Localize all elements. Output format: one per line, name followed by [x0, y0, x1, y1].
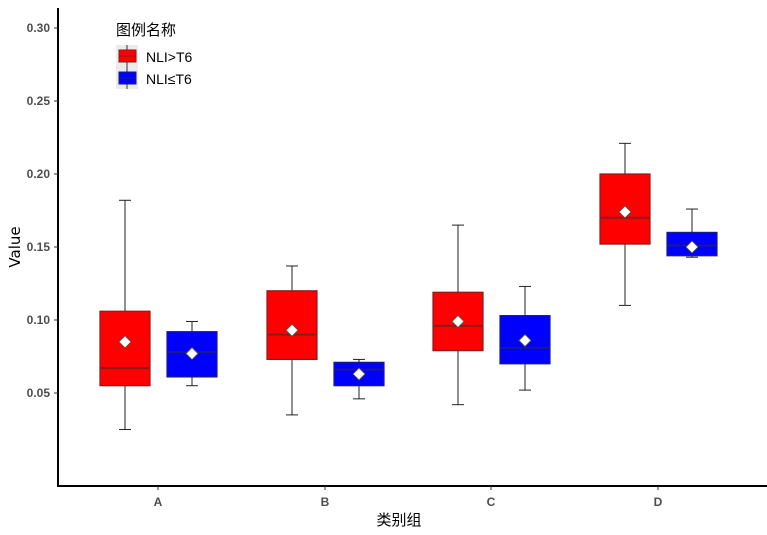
- mean-diamond: [185, 347, 199, 361]
- y-tick-label: 0.30: [27, 21, 51, 35]
- mean-diamond: [451, 314, 465, 329]
- x-axis-ticks: A B C D: [154, 486, 663, 509]
- legend: 图例名称 NLI>T6 NLI≤T6: [116, 21, 193, 89]
- x-tick-label: B: [321, 495, 330, 509]
- box-A-red: [99, 199, 151, 430]
- y-tick-label: 0.25: [27, 94, 51, 108]
- mean-diamond: [118, 335, 132, 349]
- x-axis-title: 类别组: [376, 511, 421, 529]
- x-tick-label: C: [487, 495, 496, 509]
- plot-area: [99, 142, 718, 430]
- box-iqr: [432, 291, 484, 352]
- x-tick-label: D: [654, 495, 663, 509]
- y-axis-title: Value: [6, 226, 24, 267]
- box-D-red: [599, 142, 651, 306]
- mean-diamond: [285, 323, 299, 337]
- box-A-blue: [166, 320, 218, 387]
- y-axis-ticks: 0.05 0.10 0.15 0.20 0.25 0.30: [27, 21, 58, 400]
- legend-label-nli-le-t6: NLI≤T6: [146, 71, 192, 87]
- box-C-blue: [499, 285, 551, 391]
- box-B-red: [266, 265, 318, 416]
- legend-label-nli-gt-t6: NLI>T6: [146, 49, 193, 65]
- y-tick-label: 0.20: [27, 167, 51, 181]
- y-tick-label: 0.05: [27, 386, 51, 400]
- box-D-blue: [666, 208, 718, 258]
- mean-diamond: [518, 333, 532, 348]
- box-C-red: [432, 224, 484, 406]
- box-iqr: [99, 310, 151, 387]
- y-tick-label: 0.15: [27, 240, 51, 254]
- mean-diamond: [618, 205, 632, 219]
- mean-diamond: [685, 240, 699, 254]
- box-iqr: [166, 331, 218, 378]
- legend-title: 图例名称: [116, 21, 176, 39]
- box-B-blue: [333, 358, 385, 400]
- x-tick-label: A: [154, 495, 163, 509]
- y-tick-label: 0.10: [27, 313, 51, 327]
- mean-diamond: [352, 367, 366, 381]
